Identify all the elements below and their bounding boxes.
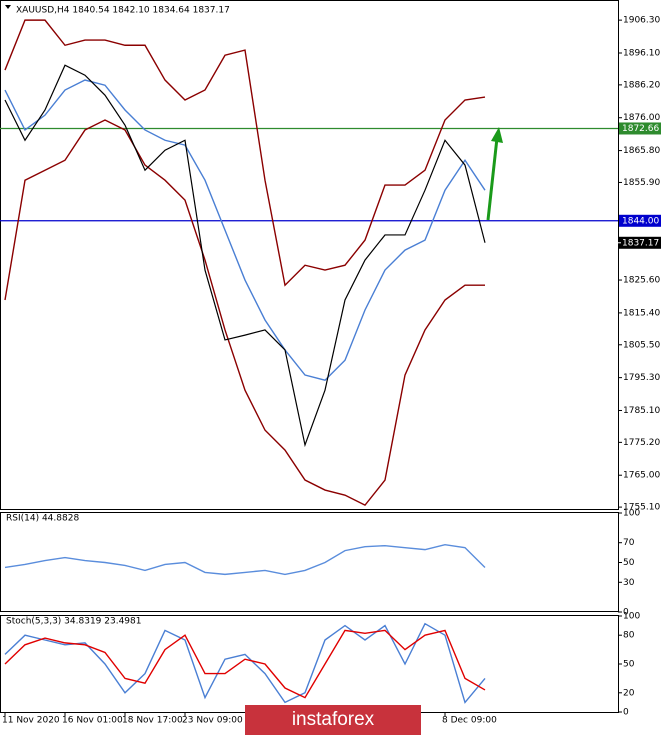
price-panel: [0, 0, 619, 510]
y-tick-label: 20: [623, 688, 635, 698]
y-tick-label: 50: [623, 660, 635, 670]
series-line: [4, 629, 486, 699]
y-tick-label: 70: [623, 538, 635, 548]
watermark: instaforex: [292, 709, 375, 730]
last-price-label: 1837.17: [622, 238, 659, 248]
y-tick-label: 1896.10: [623, 48, 660, 58]
x-tick-label: 23 Nov 09:00: [182, 716, 243, 726]
series-line: [4, 622, 486, 704]
y-tick-label: 1815.40: [623, 308, 660, 318]
y-tick-label: 80: [623, 631, 635, 641]
y-tick-label: 1876.00: [623, 113, 660, 123]
y-tick-label: 1775.20: [623, 438, 660, 448]
series-line: [4, 19, 486, 287]
forecast-arrow: [486, 137, 499, 221]
y-tick-label: 0: [623, 608, 629, 618]
watermark-box: [245, 705, 421, 735]
panel-title: XAUUSD,H4 1840.54 1842.10 1834.64 1837.1…: [16, 6, 230, 16]
series-line: [4, 543, 486, 576]
panel-title: RSI(14) 44.8828: [6, 514, 79, 524]
level-label: 1844.00: [622, 216, 659, 226]
y-tick-label: 100: [623, 509, 640, 519]
y-tick-label: 30: [623, 578, 635, 588]
y-tick-label: 1865.80: [623, 146, 660, 156]
x-tick-label: 18 Nov 17:00: [122, 716, 183, 726]
panel-title: Stoch(5,3,3) 34.8319 23.4981: [6, 617, 141, 627]
menu-triangle: [5, 5, 11, 9]
y-tick-label: 1855.90: [623, 178, 660, 188]
level-tag: [619, 122, 661, 135]
x-tick-label: 8 Dec 09:00: [442, 716, 497, 726]
series-line: [4, 79, 486, 381]
y-tick-label: 1755.10: [623, 503, 660, 513]
last-price-tag: [619, 236, 661, 249]
y-tick-label: 1825.60: [623, 276, 660, 286]
y-tick-label: 1906.30: [623, 16, 660, 26]
y-tick-label: 1886.20: [623, 80, 660, 90]
series-line: [4, 119, 485, 507]
y-tick-label: 0: [623, 708, 629, 718]
y-tick-label: 1765.00: [623, 471, 660, 481]
y-tick-label: 1805.50: [623, 340, 660, 350]
level-label: 1872.66: [622, 124, 659, 134]
level-tag: [619, 214, 661, 227]
y-tick-label: 100: [623, 612, 640, 622]
forecast-arrow-head: [491, 127, 503, 143]
x-tick-label: 16 Nov 01:00: [62, 716, 123, 726]
series-line: [4, 64, 486, 448]
y-tick-label: 1785.10: [623, 406, 660, 416]
y-tick-label: 1795.30: [623, 373, 660, 383]
y-tick-label: 50: [623, 558, 635, 568]
x-tick-label: 11 Nov 2020: [2, 716, 60, 726]
